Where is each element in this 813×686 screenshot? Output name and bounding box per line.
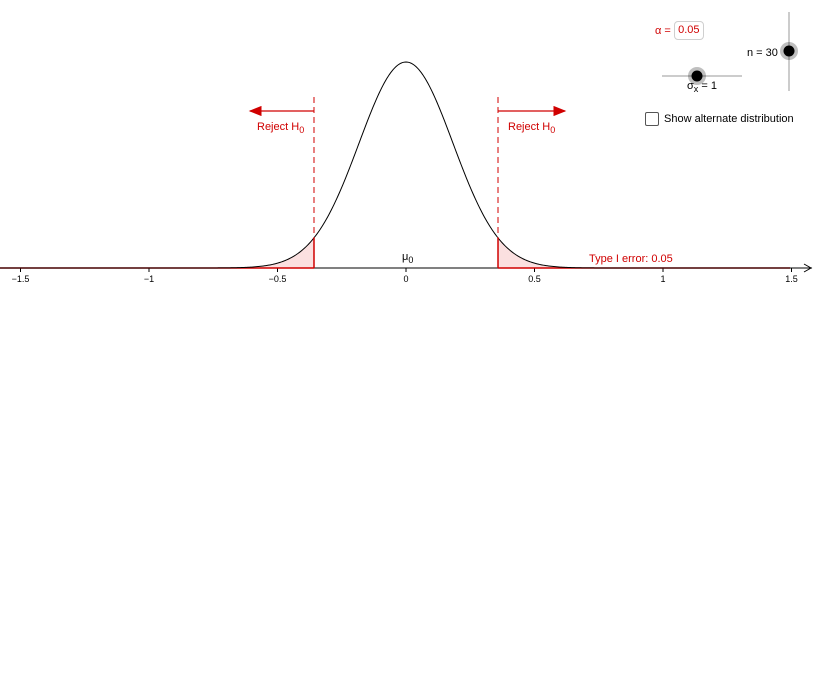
show-alternate-label: Show alternate distribution: [664, 113, 794, 125]
x-tick-label: −0.5: [269, 274, 287, 284]
show-alternate-checkbox[interactable]: [645, 112, 659, 126]
x-tick-label: 0.5: [528, 274, 541, 284]
right-rejection-region: [498, 237, 813, 268]
alpha-input[interactable]: 0.05: [673, 21, 704, 40]
alpha-label: α =: [655, 24, 671, 37]
sigma-slider-label: σx = 1: [687, 80, 717, 94]
x-tick-label: 1: [660, 274, 665, 284]
x-tick-label: 1.5: [785, 274, 798, 284]
reject-right-label: Reject H0: [508, 121, 555, 135]
x-tick-label: −1.5: [12, 274, 30, 284]
alpha-input-group: α = 0.05: [655, 21, 704, 40]
n-slider-knob[interactable]: [783, 45, 795, 57]
reject-left-label: Reject H0: [257, 121, 304, 135]
null-distribution-curve: [0, 61, 813, 269]
x-tick-label: 0: [403, 274, 408, 284]
left-rejection-region: [0, 237, 314, 268]
sigma-slider-knob[interactable]: [691, 70, 703, 82]
n-slider-label: n = 30: [747, 47, 778, 59]
mu0-label: μ0: [402, 251, 413, 265]
show-alternate-toggle[interactable]: Show alternate distribution: [645, 112, 794, 126]
x-tick-label: −1: [144, 274, 154, 284]
type-i-error-label: Type I error: 0.05: [589, 253, 673, 265]
